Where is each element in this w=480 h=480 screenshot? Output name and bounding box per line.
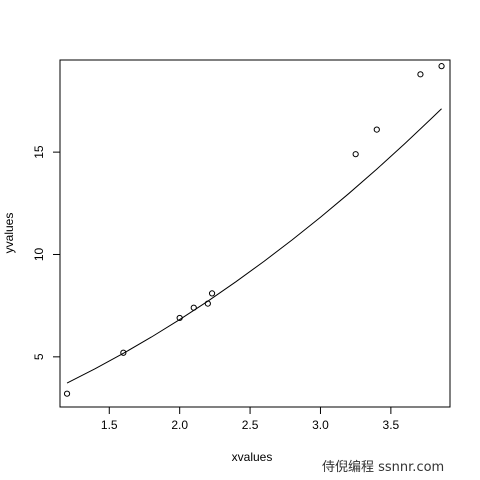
data-point <box>352 151 359 158</box>
y-tick-label: 5 <box>32 353 46 360</box>
y-axis: 5 10 15 <box>32 145 60 360</box>
data-point <box>208 290 216 297</box>
data-point <box>63 390 71 397</box>
data-point <box>120 349 127 356</box>
y-tick-label: 10 <box>32 247 46 261</box>
y-axis-title: yvalues <box>2 213 16 254</box>
data-point <box>417 71 424 78</box>
y-tick-label: 15 <box>32 145 46 159</box>
x-tick-label: 3.0 <box>312 418 329 432</box>
watermark-text: 侍倪编程 ssnnr.com <box>322 460 445 475</box>
x-axis: 1.5 2.0 2.5 3.0 3.5 <box>101 407 400 432</box>
data-point <box>204 300 211 307</box>
fit-curve-layer <box>66 108 442 384</box>
x-tick-label: 3.5 <box>383 418 400 432</box>
x-tick-label: 2.0 <box>171 418 188 432</box>
fit-curve <box>66 108 442 384</box>
x-tick-label: 1.5 <box>101 418 118 432</box>
data-point <box>373 126 380 133</box>
x-tick-label: 2.5 <box>242 418 259 432</box>
plot-frame <box>59 59 451 408</box>
x-axis-title: xvalues <box>232 450 273 464</box>
data-point <box>176 314 183 322</box>
points-layer <box>63 63 445 397</box>
data-point <box>190 304 197 311</box>
data-point <box>438 63 445 70</box>
